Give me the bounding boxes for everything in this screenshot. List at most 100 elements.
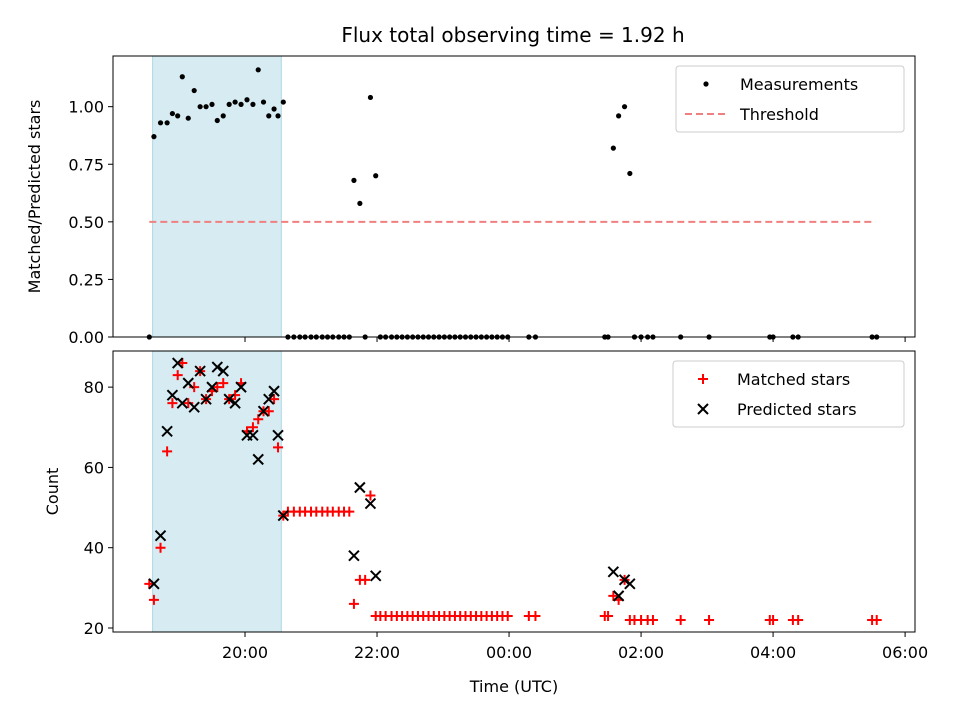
data-point bbox=[607, 566, 620, 578]
data-point bbox=[793, 614, 804, 625]
data-point bbox=[612, 590, 625, 602]
data-point bbox=[627, 170, 633, 177]
data-point bbox=[351, 177, 357, 183]
legend: Measurements Threshold bbox=[675, 65, 905, 133]
x-tick-label: 22:00 bbox=[354, 643, 400, 662]
x-tick-label: 06:00 bbox=[882, 643, 928, 662]
axes-frame bbox=[112, 55, 916, 338]
data-point bbox=[179, 74, 185, 80]
chart-title: Flux total observing time = 1.92 h bbox=[341, 23, 684, 47]
y-tick-label: 0.75 bbox=[68, 155, 104, 174]
y-tick-label: 0.00 bbox=[68, 328, 104, 347]
data-point bbox=[188, 401, 200, 413]
data-point bbox=[172, 370, 183, 381]
y-tick-label: 60 bbox=[84, 458, 104, 477]
bottom-panel: 20 40 60 80 20:00 22:00 00:00 02:00 04:00 06:00 Co… bbox=[43, 350, 928, 696]
legend-label: Measurements bbox=[740, 75, 858, 94]
data-point bbox=[370, 570, 382, 582]
data-point bbox=[182, 377, 194, 389]
legend-box bbox=[675, 65, 905, 133]
legend-marker bbox=[698, 374, 708, 384]
data-point bbox=[344, 506, 355, 517]
y-tick-label: 40 bbox=[84, 539, 104, 558]
x-tick-label: 02:00 bbox=[618, 643, 664, 662]
data-point bbox=[212, 382, 223, 393]
data-point bbox=[218, 378, 229, 389]
data-point bbox=[250, 101, 256, 107]
data-point bbox=[247, 429, 259, 442]
data-point bbox=[266, 113, 272, 119]
data-point bbox=[148, 578, 160, 590]
data-point bbox=[263, 393, 275, 405]
data-point bbox=[269, 394, 280, 405]
data-point bbox=[354, 481, 366, 494]
top-panel: 0.00 0.25 0.50 0.75 1.00 Matched/Predicted st… bbox=[25, 55, 916, 347]
data-point bbox=[157, 120, 164, 126]
data-point bbox=[155, 542, 166, 553]
y-axis-label: Matched/Predicted stars bbox=[25, 100, 44, 294]
x-tick-label: 04:00 bbox=[750, 643, 796, 662]
data-point bbox=[624, 578, 636, 590]
data-point bbox=[214, 117, 220, 124]
data-point bbox=[364, 497, 377, 510]
data-point bbox=[151, 134, 157, 140]
data-point bbox=[229, 397, 241, 409]
data-point bbox=[232, 99, 238, 105]
data-point bbox=[169, 110, 176, 117]
data-point bbox=[360, 574, 371, 585]
legend-label: Threshold bbox=[739, 105, 819, 124]
data-point bbox=[704, 614, 715, 625]
legend-marker bbox=[703, 81, 709, 87]
data-point bbox=[280, 99, 286, 105]
data-point bbox=[164, 120, 170, 126]
y-tick-label: 0.25 bbox=[68, 270, 104, 289]
y-tick-label: 20 bbox=[84, 619, 104, 638]
data-point bbox=[263, 406, 274, 417]
data-point bbox=[603, 610, 614, 621]
data-point bbox=[275, 113, 281, 119]
y-tick-label: 0.50 bbox=[68, 213, 104, 232]
data-point bbox=[217, 365, 229, 377]
data-point bbox=[148, 594, 159, 605]
data-point bbox=[357, 200, 363, 207]
data-point bbox=[244, 97, 250, 103]
legend-label: Matched stars bbox=[737, 370, 850, 389]
data-point bbox=[200, 393, 212, 405]
series-predicted-stars bbox=[148, 357, 636, 602]
data-point bbox=[277, 509, 290, 522]
data-point bbox=[247, 422, 258, 433]
data-point bbox=[203, 104, 209, 110]
data-point bbox=[348, 550, 360, 562]
x-tick-label: 00:00 bbox=[486, 643, 532, 662]
data-point bbox=[268, 385, 280, 397]
data-point bbox=[226, 101, 232, 107]
data-point bbox=[223, 393, 235, 405]
data-point bbox=[238, 101, 244, 107]
data-point bbox=[616, 113, 622, 119]
data-point bbox=[502, 610, 513, 621]
legend-label: Predicted stars bbox=[737, 400, 857, 419]
data-point bbox=[768, 614, 779, 625]
data-point bbox=[257, 405, 270, 417]
observing-window-span bbox=[152, 55, 282, 338]
data-point bbox=[271, 106, 277, 112]
data-point bbox=[167, 398, 178, 409]
y-tick-label: 1.00 bbox=[68, 98, 104, 117]
observing-window-span bbox=[152, 350, 282, 633]
data-point bbox=[675, 614, 686, 625]
data-point bbox=[871, 614, 882, 625]
data-point bbox=[235, 381, 247, 393]
x-axis-label: Time (UTC) bbox=[469, 677, 558, 696]
data-point bbox=[272, 429, 284, 442]
legend: Matched stars Predicted stars bbox=[672, 360, 905, 428]
data-point bbox=[252, 453, 264, 466]
data-point bbox=[194, 365, 206, 377]
data-point bbox=[273, 442, 284, 453]
axes-frame bbox=[112, 350, 916, 633]
data-point bbox=[185, 115, 191, 121]
y-axis-label: Count bbox=[43, 468, 62, 516]
data-point bbox=[171, 357, 184, 369]
data-point bbox=[166, 389, 179, 401]
